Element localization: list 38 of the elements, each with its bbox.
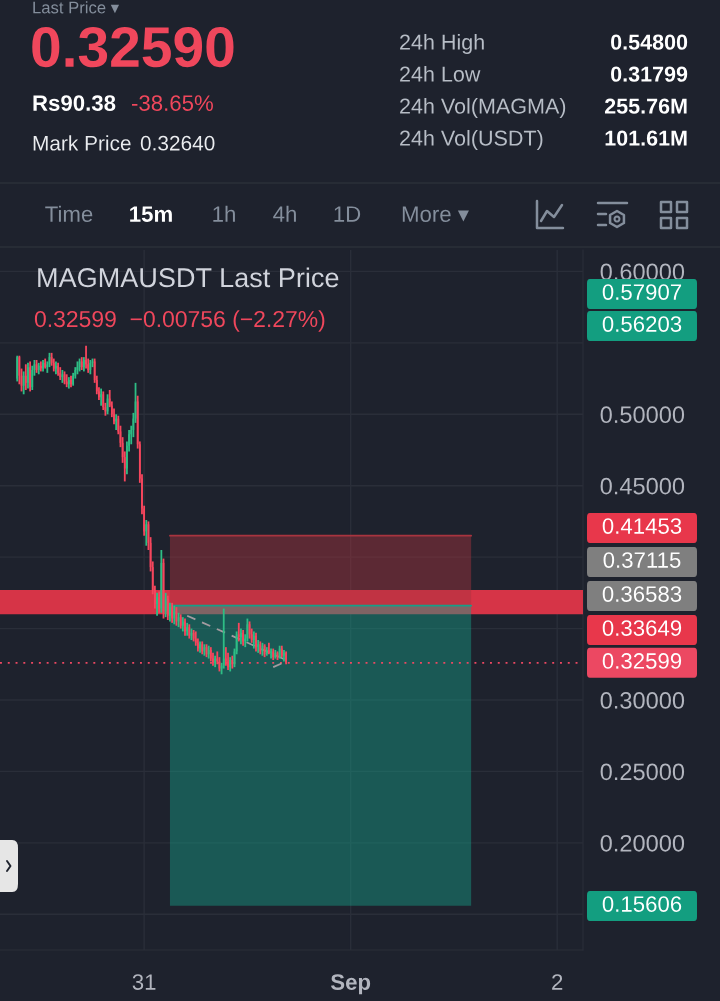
y-tick-label: 0.30000 (600, 692, 685, 709)
text: 255.76M (604, 98, 687, 114)
text: 24h Vol(MAGMA) (400, 97, 566, 119)
x-tick-label: Sep (330, 974, 371, 995)
text: 0.37115 (603, 552, 681, 568)
ref-line-label: 0.32599 (602, 653, 682, 669)
text: 0.57907 (602, 284, 682, 300)
text: Mark Price (33, 135, 131, 151)
text: 0.41453 (602, 518, 682, 534)
text: -38.65% (131, 95, 213, 111)
y-tick-label: 0.20000 (600, 834, 685, 852)
text: 101.61M (605, 130, 687, 146)
text: 4h (273, 205, 296, 222)
text: 24h Vol(USDT) (400, 129, 543, 151)
x-tick-label: 31 (132, 974, 156, 990)
text: 1h (213, 205, 235, 222)
y-tick-label: 0.45000 (600, 477, 685, 495)
text: MAGMAUSDT Last Price (38, 267, 339, 288)
text: 0.56203 (602, 316, 682, 332)
text: 0.31799 (611, 66, 688, 82)
text: Time (45, 205, 93, 222)
x-tick-label: 2 (552, 974, 563, 990)
text: 0.15606 (602, 896, 682, 912)
text: 0.33649 (602, 620, 682, 636)
text: 0.32590 (32, 26, 234, 68)
text: 0.36583 (602, 586, 682, 602)
text: Rs90.38 (33, 95, 116, 111)
text: 0.32640 (140, 135, 215, 151)
text: More ▾ (402, 206, 469, 222)
text: Last Price ▾ (33, 1, 120, 14)
text: 15m (130, 206, 172, 222)
text: 0.54800 (611, 34, 688, 50)
y-tick-label: 0.50000 (600, 406, 685, 424)
text: 1D (334, 206, 361, 222)
text: 24h High (400, 33, 484, 55)
y-tick-label: 0.25000 (600, 763, 685, 781)
text: 0.32599 −0.00756 (−2.27%) (34, 310, 325, 332)
text: 24h Low (400, 65, 481, 82)
